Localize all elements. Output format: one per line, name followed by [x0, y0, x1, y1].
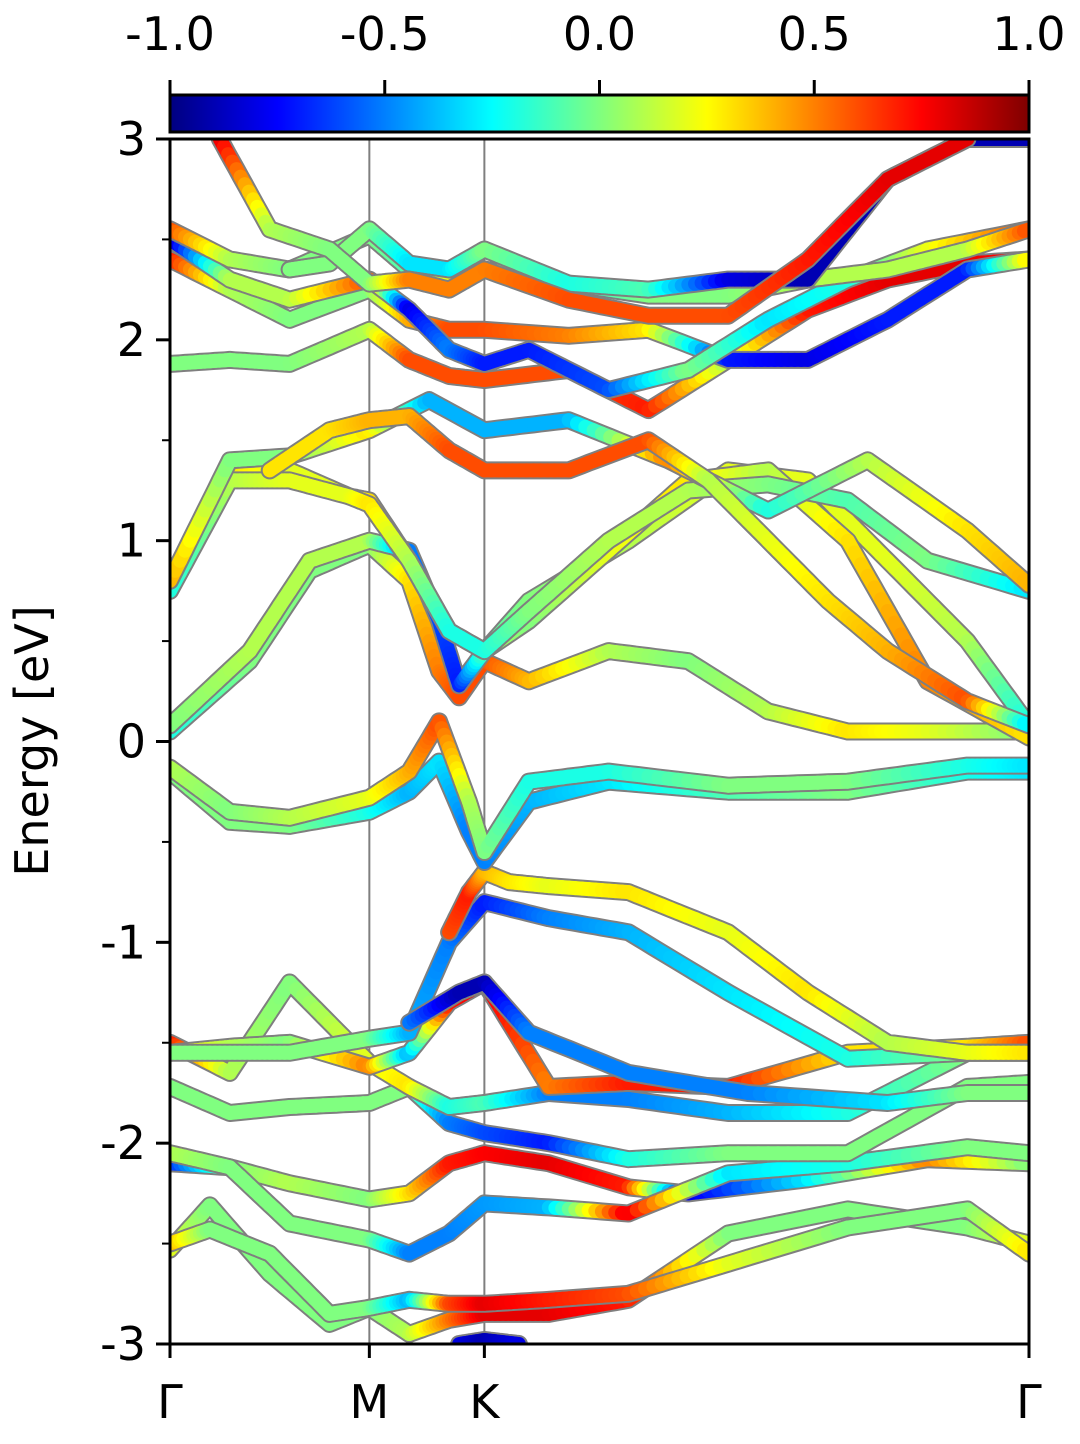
band-15 — [170, 470, 1029, 737]
colorbar-tick-label: -1.0 — [125, 7, 215, 61]
k-point-label: M — [349, 1375, 389, 1429]
plot-area: -3 -2 -1 0 1 2 3 Γ M K Γ Energy [eV] — [5, 112, 1042, 1429]
y-axis: -3 -2 -1 0 1 2 3 — [100, 112, 170, 1371]
band-4 — [170, 1147, 1029, 1253]
y-tick-label: 1 — [117, 514, 146, 568]
k-point-label: K — [469, 1375, 501, 1429]
colorbar-gradient — [170, 95, 1029, 132]
y-tick-label: -2 — [100, 1116, 146, 1170]
colorbar-tick-label: 1.0 — [992, 7, 1065, 61]
colorbar-tick-label: 0.0 — [563, 7, 636, 61]
y-axis-label: Energy [eV] — [5, 605, 59, 876]
y-tick-label: -1 — [100, 915, 146, 969]
band-outline — [449, 872, 1029, 1053]
y-tick-label: 0 — [117, 715, 146, 769]
k-point-label: Γ — [157, 1375, 183, 1429]
band-9 — [449, 872, 1029, 1053]
y-tick-label: -3 — [100, 1317, 146, 1371]
colorbar-tick-label: 0.5 — [778, 7, 851, 61]
k-point-label: Γ — [1016, 1375, 1042, 1429]
band-outline — [170, 470, 1029, 737]
colorbar-tick-label: -0.5 — [340, 7, 430, 61]
band-outline — [270, 416, 1029, 725]
colorbar: -1.0 -0.5 0.0 0.5 1.0 — [125, 7, 1065, 132]
colorbar-ticks: -1.0 -0.5 0.0 0.5 1.0 — [125, 7, 1065, 95]
bands — [170, 139, 1029, 1344]
y-tick-label: 3 — [117, 112, 146, 166]
band-18 — [270, 416, 1029, 725]
y-tick-label: 2 — [117, 313, 146, 367]
